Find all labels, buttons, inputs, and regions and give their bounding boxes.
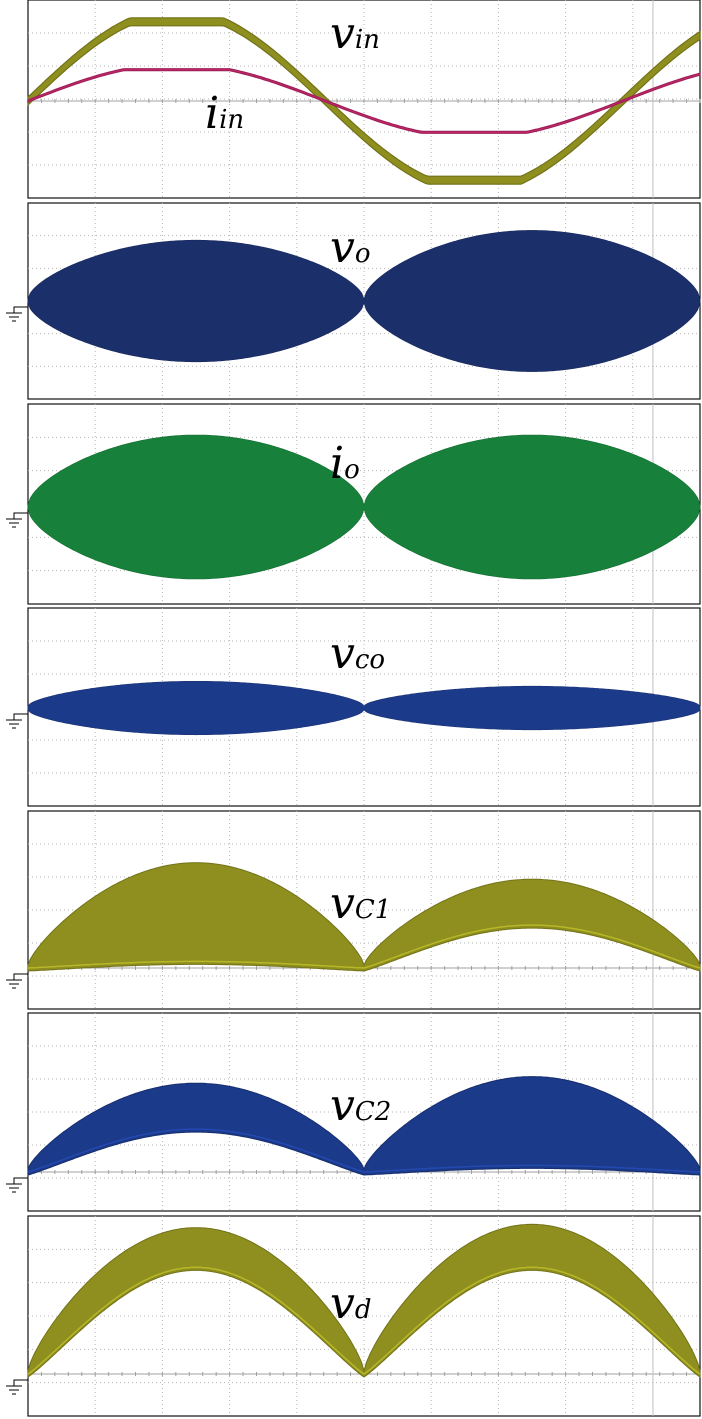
trace-v-C2: [27, 1076, 701, 1176]
trace-centerline: [27, 924, 701, 969]
ground-marker-icon: [6, 306, 28, 322]
trace-v-o: [27, 230, 701, 372]
trace-i-o: [27, 434, 701, 580]
trace-label-vC1: vC1: [330, 878, 391, 929]
trace-label-iin: iin: [205, 88, 244, 139]
trace-label-vC2: vC2: [330, 1080, 391, 1131]
ground-marker-icon: [6, 1379, 28, 1395]
scope-panel-5: vC1: [6, 810, 701, 1010]
scope-panel-6: vC2: [6, 1012, 701, 1212]
trace-v-d: [27, 1223, 701, 1378]
trace-centerline: [27, 1266, 701, 1375]
scope-panel-7: vd: [6, 1215, 701, 1417]
trace-v-C1: [27, 862, 701, 972]
ground-marker-icon: [6, 512, 28, 528]
ground-marker-icon: [6, 1177, 28, 1193]
trace-v-co: [27, 681, 701, 736]
scope-panel-2: vo: [6, 202, 701, 400]
trace-v-in: [27, 17, 701, 185]
trace-label-io: io: [330, 438, 360, 489]
ground-marker-icon: [6, 713, 28, 729]
ground-marker-icon: [6, 973, 28, 989]
trace-label-vco: vco: [330, 628, 385, 679]
trace-centerline: [27, 1128, 701, 1173]
trace-i-in: [27, 68, 701, 134]
scope-panel-1: vin iin: [27, 0, 701, 199]
scope-panel-3: io: [6, 403, 701, 605]
scope-panel-4: vco: [6, 607, 701, 807]
trace-label-vin: vin: [330, 8, 380, 59]
trace-label-vd: vd: [330, 1278, 372, 1329]
trace-label-vo: vo: [330, 222, 371, 273]
